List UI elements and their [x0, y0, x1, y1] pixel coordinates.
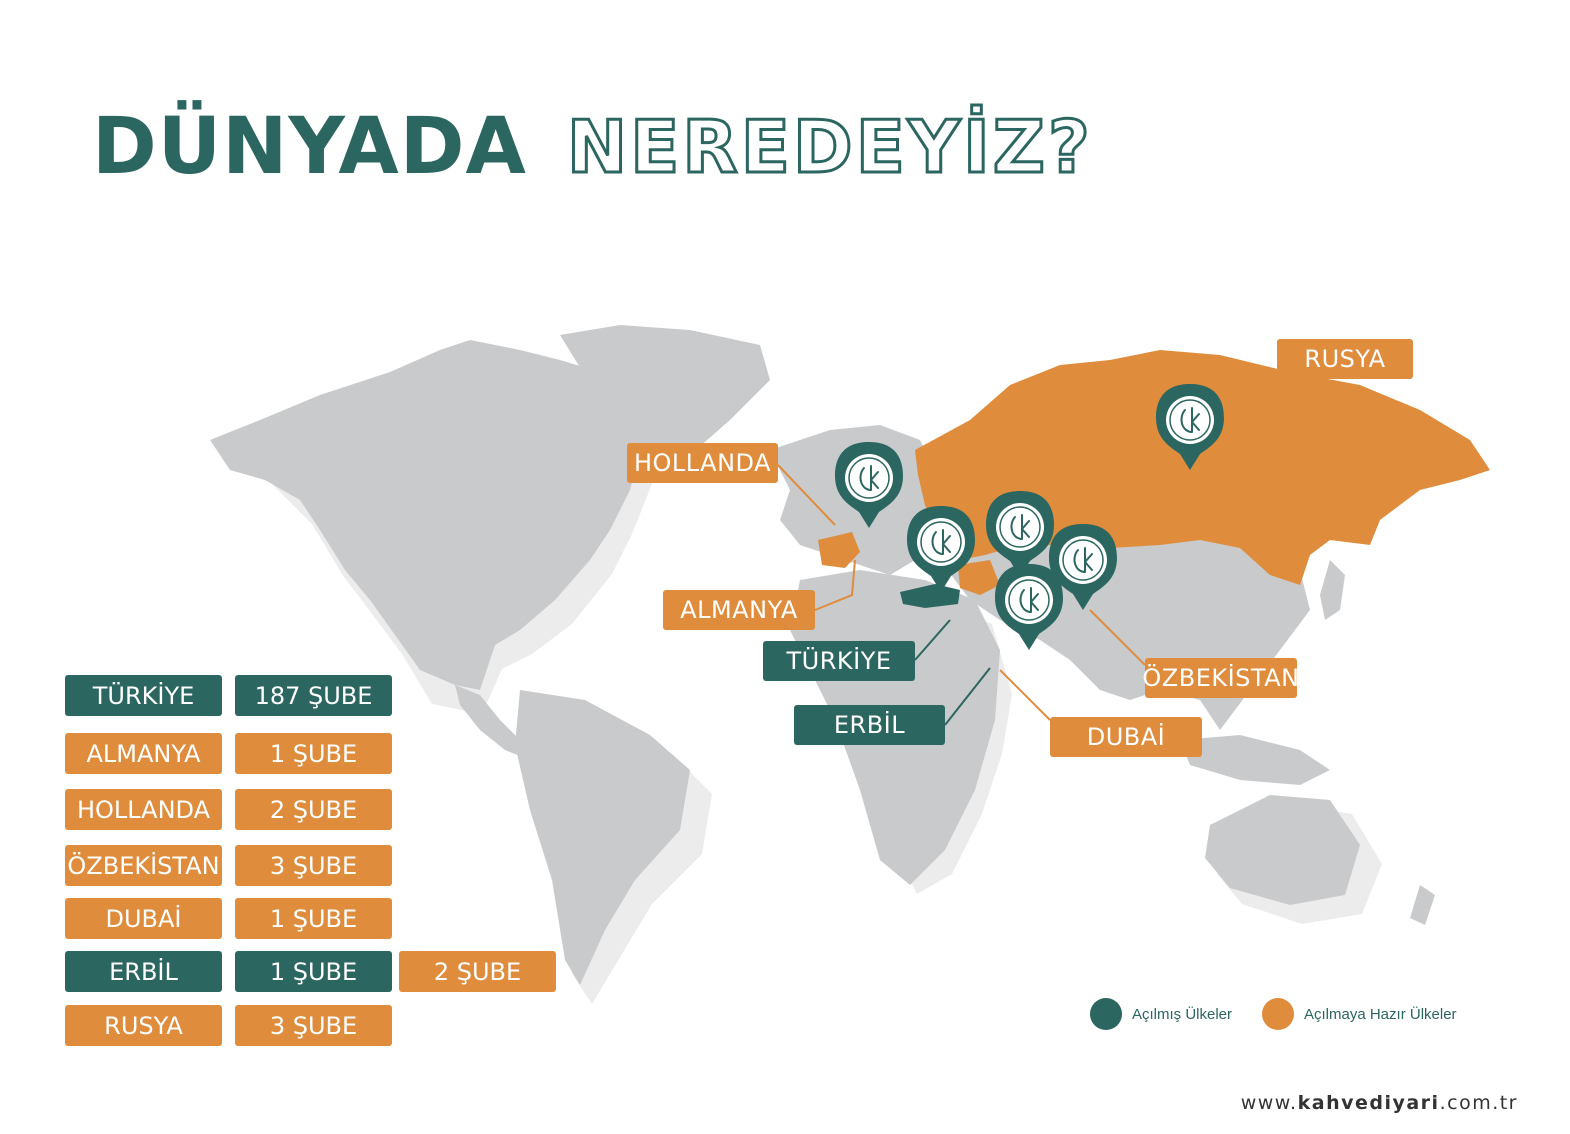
label-rusya: RUSYA: [1277, 339, 1413, 379]
label-hollanda: HOLLANDA: [627, 443, 778, 483]
label-ozbekistan: ÖZBEKİSTAN: [1142, 658, 1299, 698]
branch-count: 1 ŞUBE: [235, 733, 392, 774]
branch-country: ÖZBEKİSTAN: [65, 845, 222, 886]
legend-ready-label: Açılmaya Hazır Ülkeler: [1304, 1005, 1457, 1023]
label-dubai: DUBAİ: [1050, 717, 1202, 757]
legend-opened: Açılmış Ülkeler: [1090, 998, 1232, 1030]
label-erbil: ERBİL: [794, 705, 945, 745]
url-suffix: .com.tr: [1439, 1092, 1518, 1114]
legend-ready-dot: [1262, 998, 1294, 1030]
branch-count: 1 ŞUBE: [235, 898, 392, 939]
branch-country: ALMANYA: [65, 733, 222, 774]
branch-country: DUBAİ: [65, 898, 222, 939]
branch-count: 3 ŞUBE: [235, 845, 392, 886]
url-prefix: www.: [1240, 1092, 1298, 1114]
label-turkiye: TÜRKİYE: [763, 641, 915, 681]
branch-country: TÜRKİYE: [65, 675, 222, 716]
title-strong: DÜNYADA: [92, 102, 527, 192]
url-brand: kahvediyari: [1297, 1092, 1440, 1114]
branch-country: RUSYA: [65, 1005, 222, 1046]
branch-extra-count: 2 ŞUBE: [399, 951, 556, 992]
branch-count: 3 ŞUBE: [235, 1005, 392, 1046]
branch-count: 1 ŞUBE: [235, 951, 392, 992]
website-url[interactable]: www.kahvediyari.com.tr: [1241, 1092, 1518, 1114]
legend-opened-dot: [1090, 998, 1122, 1030]
branch-country: ERBİL: [65, 951, 222, 992]
branch-country: HOLLANDA: [65, 789, 222, 830]
branch-count: 187 ŞUBE: [235, 675, 392, 716]
title-outline: NEREDEYİZ?: [565, 104, 1093, 191]
label-almanya: ALMANYA: [663, 590, 815, 630]
page-title: DÜNYADA NEREDEYİZ?: [92, 92, 1093, 202]
legend-opened-label: Açılmış Ülkeler: [1132, 1005, 1233, 1023]
legend-ready: Açılmaya Hazır Ülkeler: [1262, 998, 1457, 1030]
branch-count: 2 ŞUBE: [235, 789, 392, 830]
